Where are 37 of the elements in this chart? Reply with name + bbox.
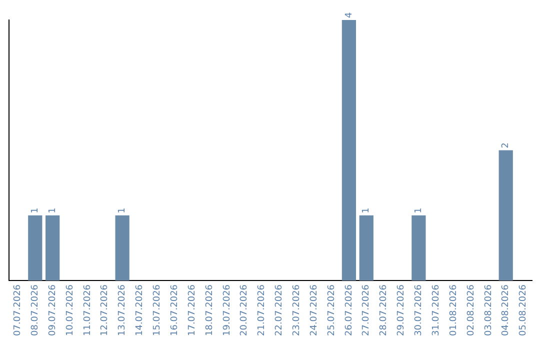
data-label: 4 xyxy=(344,12,354,18)
x-tick-label: 30.07.2026 xyxy=(414,284,424,336)
x-tick-label: 27.07.2026 xyxy=(362,284,372,336)
x-tick-label: 31.07.2026 xyxy=(431,284,442,336)
x-tick-label: 08.07.2026 xyxy=(30,284,40,336)
x-tick-label: 29.07.2026 xyxy=(396,284,407,336)
data-label: 1 xyxy=(362,208,372,214)
x-tick-label: 12.07.2026 xyxy=(100,284,110,336)
x-tick-label: 09.07.2026 xyxy=(48,284,58,336)
x-tick-label: 28.07.2026 xyxy=(379,284,390,336)
x-tick-label: 14.07.2026 xyxy=(135,284,146,336)
x-tick-label: 03.08.2026 xyxy=(484,284,494,336)
x-tick-label: 10.07.2026 xyxy=(65,284,76,336)
x-tick-label: 16.07.2026 xyxy=(170,284,180,336)
x-tick-label: 01.08.2026 xyxy=(448,284,459,336)
data-label: 1 xyxy=(30,208,40,214)
x-tick-label: 02.08.2026 xyxy=(466,284,476,336)
data-label: 1 xyxy=(48,208,58,214)
x-tick-label: 22.07.2026 xyxy=(274,284,285,336)
x-tick-label: 25.07.2026 xyxy=(326,284,337,336)
x-tick-label: 05.08.2026 xyxy=(518,284,529,336)
data-label: 2 xyxy=(501,142,512,148)
x-tick-label: 04.08.2026 xyxy=(501,284,512,336)
x-tick-label: 11.07.2026 xyxy=(82,284,93,336)
x-tick-label: 21.07.2026 xyxy=(257,284,268,336)
x-tick-label: 20.07.2026 xyxy=(240,284,250,336)
x-tick-label: 17.07.2026 xyxy=(187,284,198,336)
x-tick-label: 23.07.2026 xyxy=(292,284,302,336)
x-tick-label: 18.07.2026 xyxy=(204,284,215,336)
x-tick-label: 15.07.2026 xyxy=(152,284,163,336)
data-label: 1 xyxy=(414,208,424,214)
x-tick-label: 19.07.2026 xyxy=(222,284,232,336)
x-tick-label: 24.07.2026 xyxy=(309,284,320,336)
x-tick-label: 26.07.2026 xyxy=(344,284,354,336)
data-label: 1 xyxy=(118,208,128,214)
x-tick-label: 13.07.2026 xyxy=(118,284,128,336)
x-tick-label: 07.07.2026 xyxy=(13,284,24,336)
